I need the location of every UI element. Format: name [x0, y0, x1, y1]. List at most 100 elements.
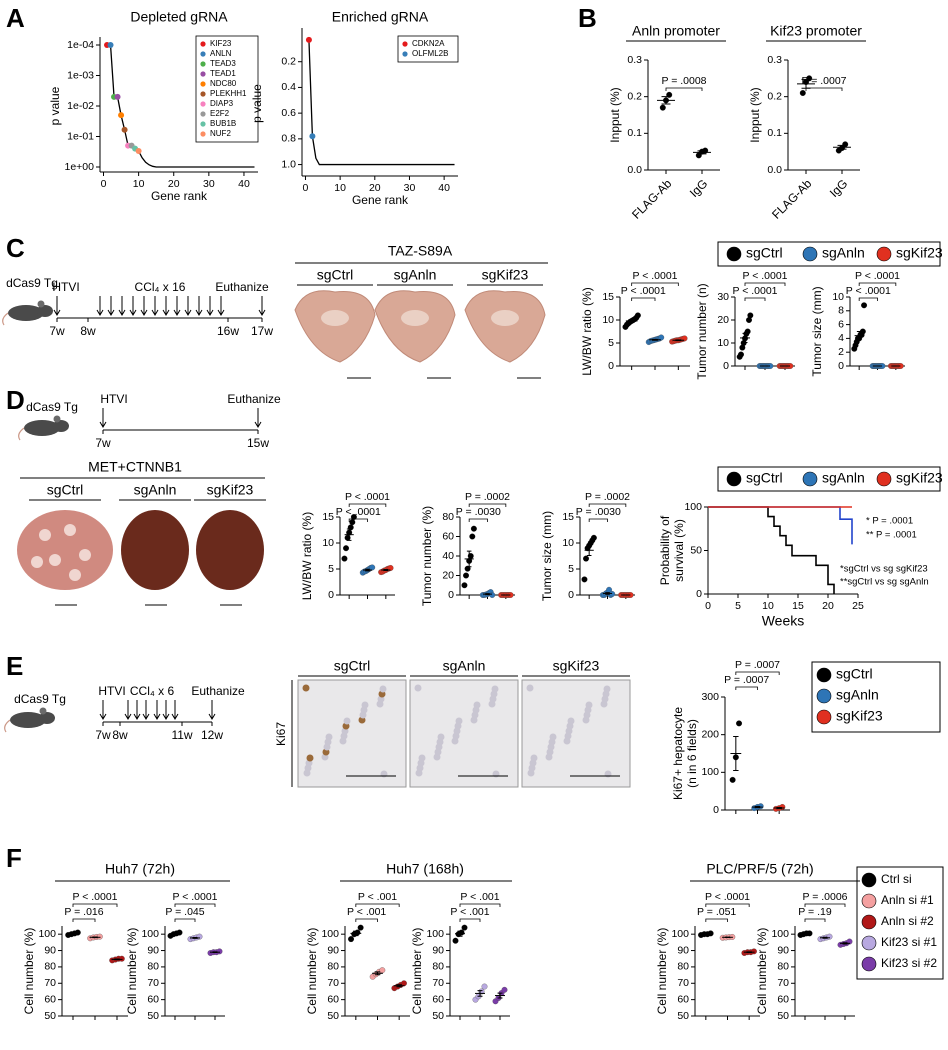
y-tick-label: 100: [426, 928, 444, 940]
legend-label: sgAnln: [822, 470, 865, 486]
legend-marker: [726, 246, 742, 262]
p-value: P = .0030: [456, 506, 501, 518]
legend-marker: [200, 91, 206, 97]
nucleus: [530, 754, 538, 762]
gene-point: [121, 126, 128, 133]
y-axis-label: Tumor size (mm): [540, 511, 554, 601]
comparison-bracket: [804, 918, 826, 922]
p-value: P = .0008: [661, 75, 706, 87]
strain-label: dCas9 Tg: [14, 692, 66, 706]
liver-photo: [294, 290, 376, 363]
image-label: sgCtrl: [47, 482, 84, 498]
gene-point: [309, 133, 316, 140]
y-axis-label: p value: [48, 86, 62, 125]
panel-label: A: [6, 3, 25, 33]
group-heading: PLC/PRF/5 (72h): [706, 861, 813, 877]
data-point: [583, 555, 589, 562]
mouse-body: [8, 305, 44, 321]
data-point: [470, 525, 477, 532]
error-bar: [457, 930, 463, 937]
data-point: [707, 930, 714, 937]
error-bar: [703, 933, 709, 936]
data-point: [481, 983, 488, 990]
y-tick-label: 90: [677, 944, 689, 956]
error-bar: [837, 144, 847, 150]
y-tick-label: 4: [838, 332, 844, 344]
strain-label: dCas9 Tg: [26, 400, 78, 414]
legend-label: NDC80: [210, 79, 237, 88]
liver-photo: [121, 510, 189, 590]
data-point: [489, 592, 496, 598]
micrograph: [521, 679, 631, 788]
error-bar: [754, 806, 761, 809]
y-tick-label: 0.2: [767, 90, 782, 102]
image-label: sgKif23: [482, 267, 529, 283]
y-tick-label: 0.2: [627, 90, 642, 102]
y-tick-label: 60: [44, 993, 56, 1005]
data-point: [348, 936, 354, 943]
liver-highlight: [401, 310, 429, 326]
micrograph: [409, 679, 519, 788]
y-axis-label: Ki67+ hepatocyte: [671, 707, 685, 800]
arrow-head: [142, 713, 150, 720]
legend-label: TEAD3: [210, 59, 236, 68]
legend-marker: [402, 51, 408, 57]
y-tick-label: 80: [327, 961, 339, 973]
p-value: P < .0001: [345, 491, 390, 503]
gene-point: [135, 148, 142, 155]
mouse-ear: [39, 707, 47, 715]
y-tick-label: 80: [777, 961, 789, 973]
y-tick-label: 70: [677, 977, 689, 989]
legend-marker: [200, 101, 206, 107]
image-label: sgAnln: [134, 482, 177, 498]
event-label: HTVI: [52, 280, 79, 294]
liver-highlight: [491, 310, 519, 326]
y-tick-label: 0: [696, 588, 702, 600]
gene-point: [305, 36, 312, 43]
p-value: P < .0001: [742, 270, 787, 282]
legend-marker: [861, 914, 877, 930]
y-tick-label: 1.0: [281, 158, 296, 170]
y-tick-label: 100: [141, 928, 159, 940]
mouse-tail: [2, 312, 9, 326]
nucleus: [603, 685, 611, 693]
y-tick-label: 70: [147, 977, 159, 989]
p-value: P < .0001: [705, 891, 750, 903]
legend-marker: [200, 71, 206, 77]
mouse-ear: [53, 415, 61, 423]
data-point: [747, 312, 754, 319]
nucleus: [473, 701, 481, 709]
tumor-nodule: [39, 529, 51, 541]
arrow-head: [153, 713, 161, 720]
x-tick-label: 10: [334, 182, 346, 194]
comparison-bracket: [174, 903, 216, 907]
arrow-head: [140, 309, 148, 316]
y-tick-label: 90: [327, 944, 339, 956]
p-value: P < .0001: [732, 285, 777, 297]
p-value: P < .001: [347, 906, 386, 918]
error-bar: [485, 593, 490, 596]
mouse-head: [39, 712, 55, 724]
arrow-head: [195, 309, 203, 316]
image-label: sgKif23: [553, 658, 600, 674]
mouse-head: [37, 305, 53, 317]
mouse-body: [10, 712, 46, 728]
error-bar: [172, 933, 178, 936]
y-tick-label: 8: [838, 305, 844, 317]
x-axis-label: Gene rank: [352, 193, 409, 207]
y-tick-label: 50: [147, 1010, 159, 1022]
error-bar: [652, 338, 658, 341]
error-bar: [114, 958, 120, 961]
error-bar: [842, 942, 848, 945]
x-tick-label: 20: [369, 182, 381, 194]
legend-label: PLEKHH1: [210, 89, 247, 98]
x-tick-label: 0: [705, 600, 711, 612]
y-tick-label: 200: [701, 728, 719, 740]
chart-title: Enriched gRNA: [332, 9, 429, 25]
comparison-bracket: [804, 903, 846, 907]
comparison-bracket: [355, 903, 400, 907]
annotation: **sgCtrl vs sg sgAnln: [840, 577, 929, 588]
comparison-bracket: [631, 282, 679, 286]
y-tick-label: 20: [717, 314, 729, 326]
x-tick-label: 5: [735, 600, 741, 612]
